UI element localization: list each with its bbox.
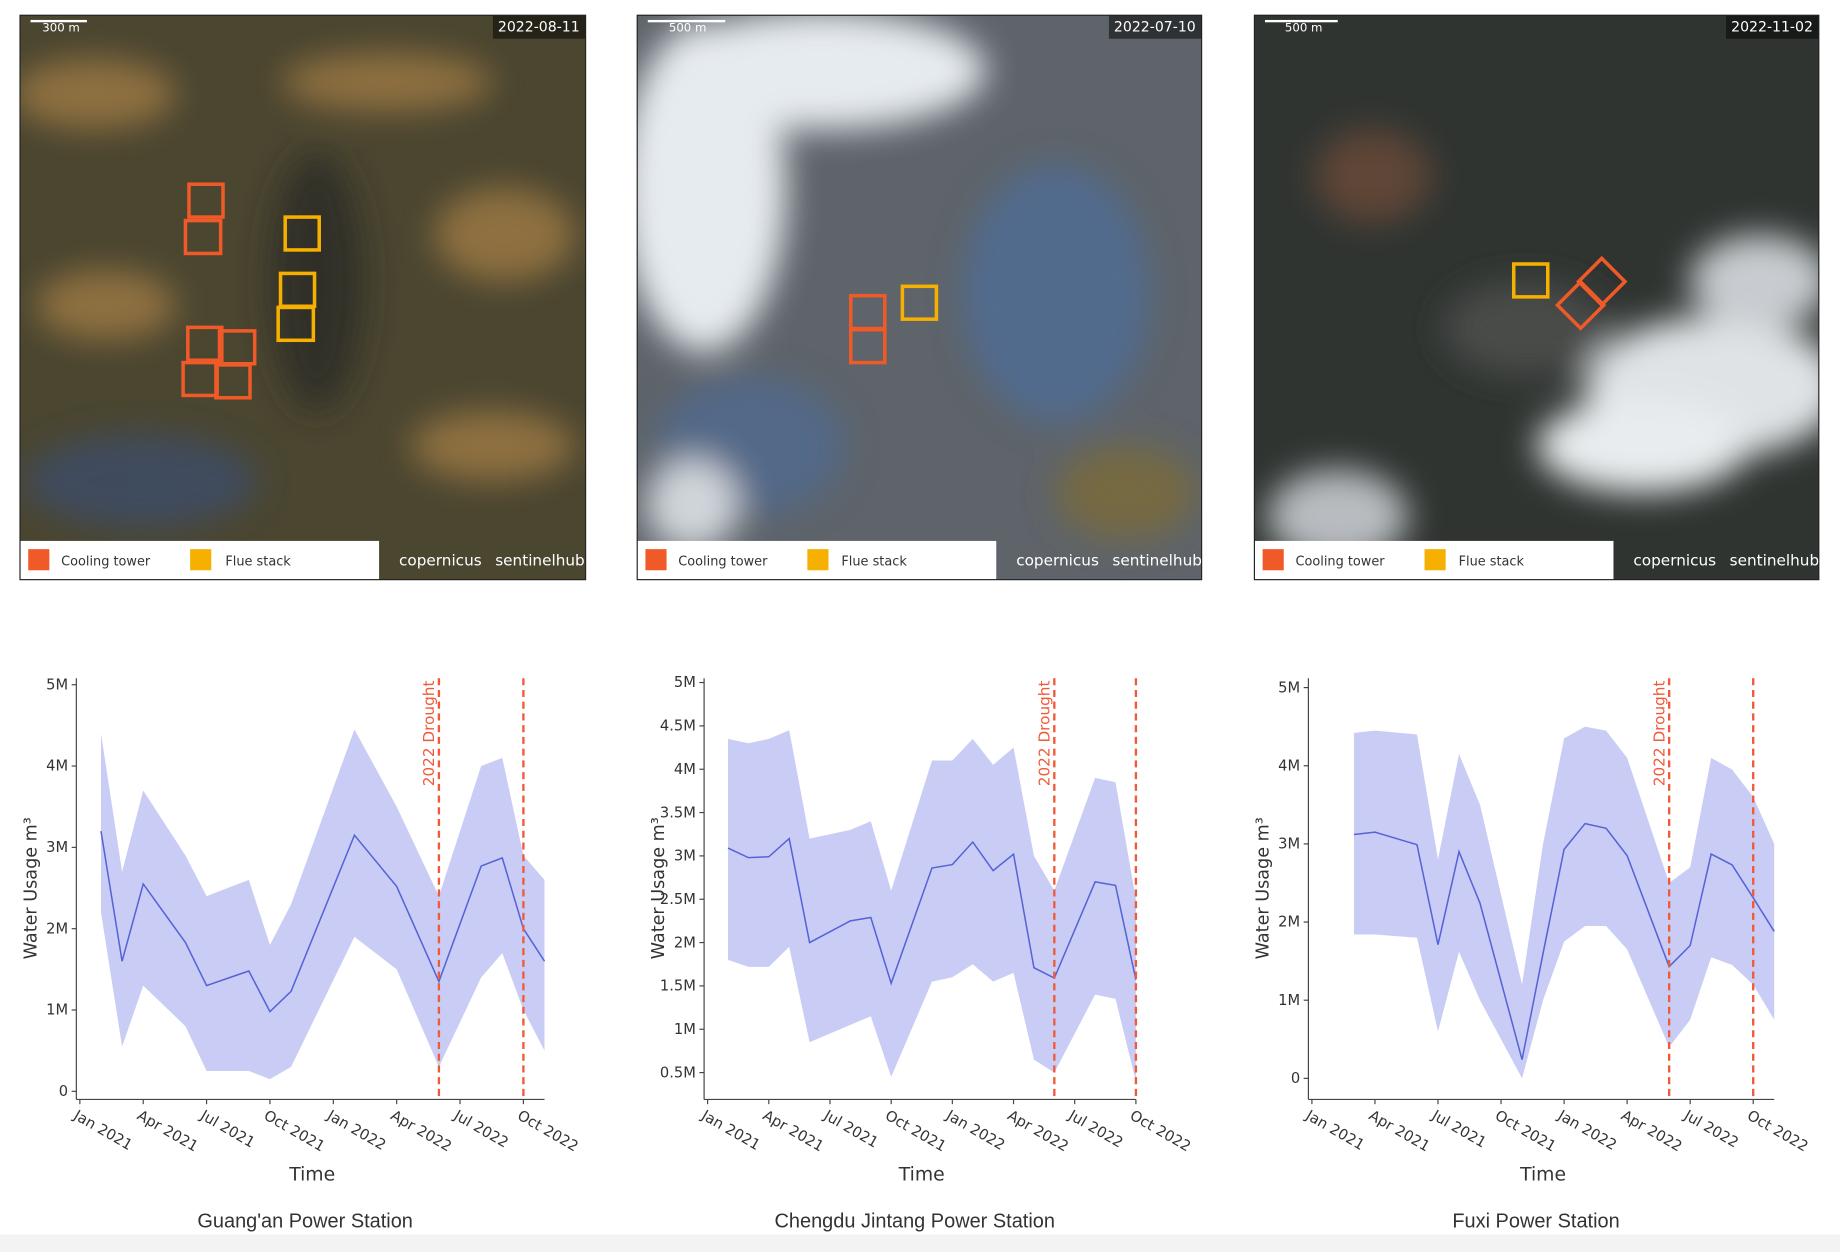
scale-label: 300 m (42, 21, 80, 35)
y-tick-label: 5M (46, 676, 68, 693)
x-tick-label: Apr 2022 (1004, 1107, 1071, 1155)
x-tick-label: Oct 2021 (261, 1107, 328, 1155)
satellite-image: 300 m 2022-08-11 Cooling tower Flue stac… (20, 15, 586, 580)
x-tick-label: Jan 2022 (942, 1106, 1007, 1154)
image-date: 2022-08-11 (498, 20, 580, 36)
y-tick-label: 4M (674, 761, 696, 778)
y-tick-label: 3M (674, 848, 696, 865)
event-label: 2022 Drought (420, 681, 438, 787)
confidence-band (1353, 726, 1775, 1079)
credit: sentinelhub (1112, 552, 1202, 570)
x-tick-label: Jul 2021 (197, 1106, 258, 1151)
y-tick-label: 3M (1278, 836, 1300, 853)
x-tick-label: Apr 2022 (388, 1107, 455, 1155)
x-axis-label: Time (898, 1164, 945, 1185)
legend-label: Cooling tower (678, 555, 768, 570)
legend-label: Cooling tower (1295, 555, 1385, 570)
y-axis-label: Water Usage m³ (21, 817, 41, 959)
x-tick-label: Apr 2021 (760, 1107, 827, 1155)
credit: copernicus (1016, 552, 1099, 570)
y-tick-label: 4.5M (660, 718, 696, 735)
x-axis-label: Time (1519, 1164, 1566, 1185)
credit: copernicus (399, 552, 482, 570)
x-tick-label: Oct 2022 (514, 1107, 581, 1155)
y-tick-label: 2M (1278, 914, 1300, 931)
x-tick-label: Oct 2021 (882, 1107, 949, 1155)
legend-label: Flue stack (1459, 555, 1525, 570)
x-tick-label: Jan 2021 (70, 1106, 135, 1154)
y-axis-label: Water Usage m³ (1253, 817, 1273, 959)
legend-label: Flue stack (225, 555, 291, 570)
x-tick-label: Jan 2022 (1554, 1106, 1619, 1154)
credit: copernicus (1633, 552, 1716, 570)
data-line (727, 837, 1137, 986)
y-tick-label: 3M (46, 839, 68, 856)
data-line (100, 830, 546, 1013)
y-tick-label: 1M (46, 1002, 68, 1019)
data-line (1353, 822, 1775, 1060)
image-date: 2022-11-02 (1731, 20, 1813, 36)
x-tick-label: Jul 2022 (450, 1106, 511, 1151)
chart-caption: Guang'an Power Station (197, 1210, 413, 1232)
image-date: 2022-07-10 (1114, 20, 1196, 36)
y-tick-label: 4M (1278, 757, 1300, 774)
scale-label: 500 m (669, 21, 707, 35)
x-tick-label: Jan 2022 (323, 1106, 388, 1154)
chart-caption: Fuxi Power Station (1452, 1210, 1619, 1232)
x-tick-label: Jan 2021 (698, 1106, 763, 1154)
y-tick-label: 4M (46, 758, 68, 775)
y-tick-label: 3.5M (660, 804, 696, 821)
y-tick-label: 1.5M (660, 978, 696, 995)
y-tick-label: 1M (674, 1021, 696, 1038)
credit: sentinelhub (1730, 552, 1820, 570)
satellite-image: 500 m 2022-07-10 Cooling tower Flue stac… (637, 15, 1202, 580)
x-tick-label: Jul 2022 (1680, 1106, 1741, 1151)
credit: sentinelhub (495, 552, 585, 570)
chart-caption: Chengdu Jintang Power Station (775, 1210, 1055, 1232)
scale-label: 500 m (1285, 21, 1323, 35)
x-tick-label: Apr 2022 (1618, 1107, 1685, 1155)
y-tick-label: 0 (1291, 1070, 1300, 1087)
x-axis-label: Time (288, 1164, 335, 1185)
x-tick-label: Apr 2021 (1366, 1107, 1433, 1155)
x-tick-label: Apr 2021 (134, 1107, 201, 1155)
legend-label: Flue stack (841, 555, 907, 570)
event-label: 2022 Drought (1036, 681, 1054, 787)
satellite-image: 500 m 2022-11-02 Cooling tower Flue stac… (1254, 15, 1820, 580)
x-tick-label: Jul 2021 (820, 1106, 881, 1151)
x-tick-label: Jul 2021 (1428, 1106, 1489, 1151)
x-tick-label: Oct 2022 (1744, 1107, 1811, 1155)
legend-label: Cooling tower (61, 555, 151, 570)
y-tick-label: 0 (59, 1083, 68, 1100)
y-tick-label: 5M (674, 674, 696, 691)
y-tick-label: 2.5M (660, 891, 696, 908)
x-tick-label: Oct 2021 (1492, 1107, 1559, 1155)
x-tick-label: Oct 2022 (1127, 1107, 1194, 1155)
x-tick-label: Jan 2021 (1302, 1106, 1367, 1154)
event-label: 2022 Drought (1650, 681, 1668, 787)
confidence-band (728, 730, 1136, 1082)
y-tick-label: 2M (46, 920, 68, 937)
y-tick-label: 5M (1278, 679, 1300, 696)
y-tick-label: 1M (1278, 992, 1300, 1009)
confidence-band (100, 729, 545, 1080)
x-tick-label: Jul 2022 (1065, 1106, 1126, 1151)
y-tick-label: 2M (674, 934, 696, 951)
y-tick-label: 0.5M (660, 1064, 696, 1081)
y-axis-label: Water Usage m³ (649, 817, 669, 959)
